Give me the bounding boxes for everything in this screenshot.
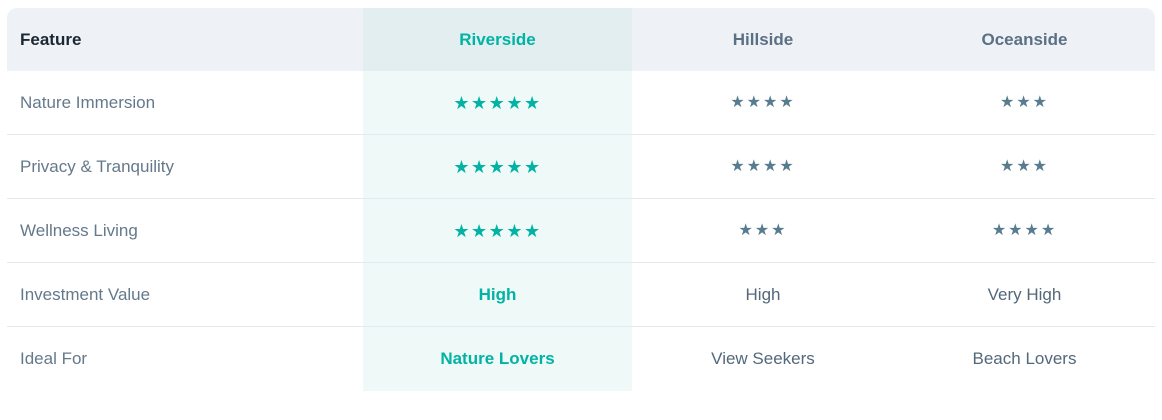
header-feature: Feature xyxy=(20,29,82,49)
table-row-nature-immersion: Nature Immersion ★★★★★ ★★★★ ★★★ xyxy=(7,71,1155,135)
table-row-ideal-for: Ideal For Nature Lovers View Seekers Bea… xyxy=(7,327,1155,391)
table-row-wellness-living: Wellness Living ★★★★★ ★★★ ★★★★ xyxy=(7,199,1155,263)
table-header-row: Feature Riverside Hillside Oceanside xyxy=(7,8,1155,71)
oceanside-value: Beach Lovers xyxy=(972,349,1077,368)
hillside-star-rating: ★★★★ xyxy=(730,93,796,111)
riverside-star-rating: ★★★★★ xyxy=(363,135,632,198)
hillside-value: High xyxy=(745,284,781,304)
table-row-privacy-tranquility: Privacy & Tranquility ★★★★★ ★★★★ ★★★ xyxy=(7,135,1155,199)
riverside-star-rating: ★★★★★ xyxy=(363,199,632,262)
header-oceanside: Oceanside xyxy=(981,29,1068,49)
hillside-star-rating: ★★★★ xyxy=(730,157,796,175)
header-hillside: Hillside xyxy=(732,29,794,49)
row-label: Wellness Living xyxy=(20,220,138,240)
oceanside-star-rating: ★★★ xyxy=(999,93,1050,111)
comparison-table: Feature Riverside Hillside Oceanside Nat… xyxy=(7,8,1155,391)
oceanside-star-rating: ★★★ xyxy=(999,157,1050,175)
oceanside-star-rating: ★★★★ xyxy=(991,221,1058,239)
table-row-investment-value: Investment Value High High Very High xyxy=(7,263,1155,327)
row-label: Nature Immersion xyxy=(20,92,156,112)
header-riverside: Riverside xyxy=(363,8,632,71)
oceanside-value: Very High xyxy=(987,284,1062,304)
hillside-star-rating: ★★★ xyxy=(738,221,788,239)
hillside-value: View Seekers xyxy=(711,349,815,368)
riverside-value: Nature Lovers xyxy=(363,327,632,391)
riverside-star-rating: ★★★★★ xyxy=(363,71,632,134)
row-label: Ideal For xyxy=(20,349,88,368)
row-label: Privacy & Tranquility xyxy=(20,156,174,176)
riverside-value: High xyxy=(363,263,632,326)
row-label: Investment Value xyxy=(20,284,151,304)
